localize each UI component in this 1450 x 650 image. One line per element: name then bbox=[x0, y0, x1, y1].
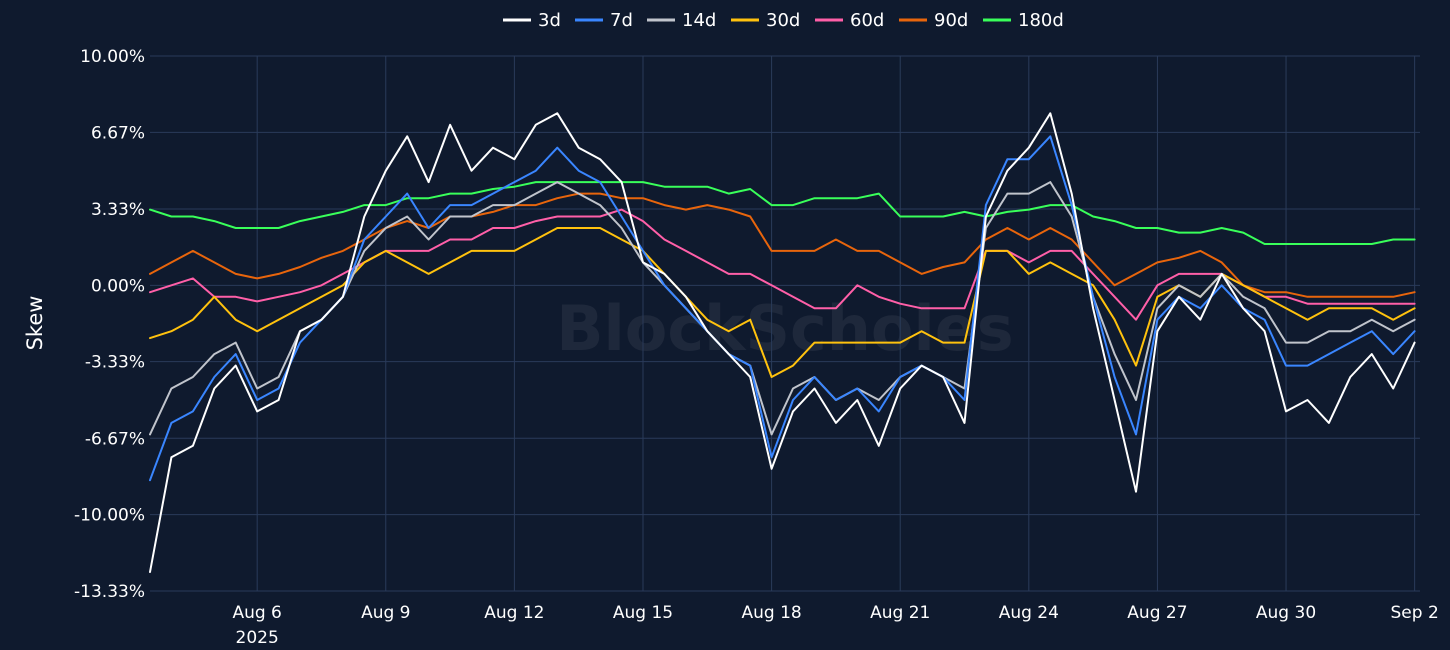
x-tick-label: Aug 21 bbox=[870, 603, 930, 623]
y-tick-label: -6.67% bbox=[85, 429, 145, 449]
legend-label: 3d bbox=[538, 10, 561, 31]
legend-item-90d[interactable]: 90d bbox=[899, 10, 968, 31]
y-axis-title: Skew bbox=[23, 296, 47, 351]
legend-item-14d[interactable]: 14d bbox=[647, 10, 716, 31]
legend-label: 90d bbox=[934, 10, 968, 31]
x-tick-label: Aug 30 bbox=[1256, 603, 1316, 623]
x-tick-label: Aug 18 bbox=[741, 603, 801, 623]
legend-item-3d[interactable]: 3d bbox=[503, 10, 561, 31]
y-tick-label: 0.00% bbox=[91, 276, 145, 296]
series-line-3d bbox=[149, 112, 1416, 573]
watermark: BlockScholes bbox=[556, 292, 1013, 365]
x-tick-label: Aug 12 bbox=[484, 603, 544, 623]
x-tick-label: Aug 15 bbox=[613, 603, 673, 623]
legend-label: 180d bbox=[1018, 10, 1064, 31]
legend-item-7d[interactable]: 7d bbox=[575, 10, 633, 31]
x-tick-label: Aug 9 bbox=[361, 603, 410, 623]
x-tick-label: Sep 2 bbox=[1391, 603, 1439, 623]
y-tick-label: 6.67% bbox=[91, 123, 145, 143]
legend-item-30d[interactable]: 30d bbox=[731, 10, 800, 31]
legend: 3d 7d 14d 30d 60d 90d 180d bbox=[503, 10, 1064, 31]
series-lines bbox=[149, 112, 1416, 573]
grid bbox=[150, 55, 1420, 592]
legend-label: 60d bbox=[850, 10, 884, 31]
x-tick-label: Aug 27 bbox=[1127, 603, 1187, 623]
legend-item-180d[interactable]: 180d bbox=[983, 10, 1064, 31]
legend-label: 14d bbox=[682, 10, 716, 31]
x-tick-label: Aug 24 bbox=[999, 603, 1059, 623]
legend-label: 7d bbox=[610, 10, 633, 31]
legend-item-60d[interactable]: 60d bbox=[815, 10, 884, 31]
y-axis-ticks: 10.00% 6.67% 3.33% 0.00% -3.33% -6.67% -10.00%… bbox=[74, 47, 145, 602]
x-year-label: 2025 bbox=[236, 628, 279, 648]
y-tick-label: -3.33% bbox=[85, 353, 145, 373]
series-line-7d bbox=[149, 135, 1416, 482]
legend-label: 30d bbox=[766, 10, 800, 31]
y-tick-label: 10.00% bbox=[80, 47, 145, 67]
series-line-90d bbox=[149, 192, 1416, 298]
series-line-60d bbox=[149, 208, 1416, 321]
series-line-14d bbox=[149, 181, 1416, 436]
y-tick-label: -10.00% bbox=[74, 506, 145, 526]
x-tick-label: Aug 6 bbox=[232, 603, 281, 623]
x-axis-ticks: Aug 6 2025 Aug 9 Aug 12 Aug 15 Aug 18 Aug 21 Au… bbox=[232, 603, 1438, 648]
y-tick-label: 3.33% bbox=[91, 200, 145, 220]
series-line-180d bbox=[149, 181, 1416, 245]
y-tick-label: -13.33% bbox=[74, 582, 145, 602]
